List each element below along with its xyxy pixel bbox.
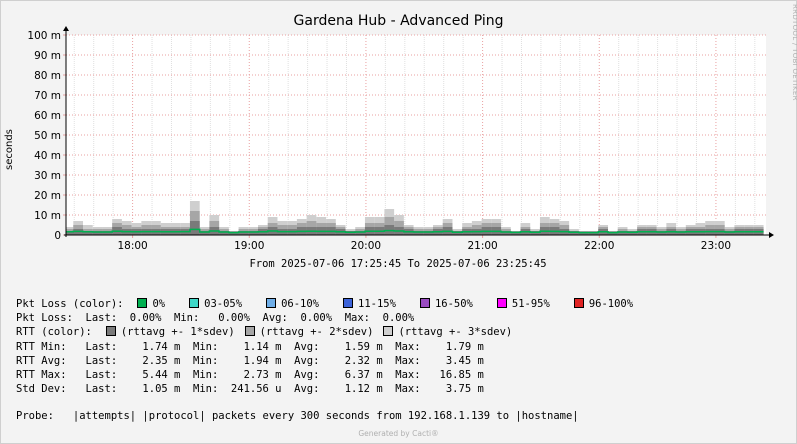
pkt-loss-color-label: Pkt Loss (color): [16, 298, 124, 310]
pkt-loss-legend-item: 0% [137, 298, 165, 310]
sdev-band-bar [578, 233, 589, 235]
pkt-loss-legend-item: 51-95% [496, 298, 550, 310]
pkt-loss-legend-item: 11-15% [343, 298, 396, 310]
pkt-loss-legend-item: 06-10% [266, 298, 319, 310]
sdev-band-bar [656, 231, 667, 235]
chart-title: Gardena Hub - Advanced Ping [293, 13, 504, 29]
rtt-legend-item: (rttavg +- 1*sdev) [105, 326, 235, 338]
pkt-loss-color-swatch [573, 298, 584, 308]
pkt-loss-legend-item: 96-100% [573, 298, 634, 310]
pkt-loss-legend-item: 03-05% [189, 298, 242, 310]
pkt-loss-color-swatch [343, 298, 353, 308]
y-tick-label: 10 m [34, 210, 61, 222]
sdev-band-bar [569, 231, 579, 235]
sdev-band-bar [102, 231, 113, 235]
y-tick-label: 100 m [27, 30, 61, 42]
pkt-loss-legend-item: 16-50% [419, 298, 473, 310]
pkt-loss-legend-label: 03-05% [204, 298, 243, 310]
y-tick-label: 80 m [34, 70, 61, 82]
pkt-loss-color-swatch [419, 298, 430, 308]
x-tick-label: 18:00 [117, 240, 147, 252]
rtt-series-line [66, 228, 764, 234]
pkt-loss-legend-label: 51-95% [511, 298, 550, 310]
sdev-band-bar [228, 233, 239, 235]
pkt-loss-color-swatch [496, 298, 507, 308]
sdev-band-bar [501, 231, 511, 235]
rtt-min-stats: RTT Min: Last: 1.74 m Min: 1.14 m Avg: 1… [16, 341, 484, 353]
y-tick-label: 70 m [34, 90, 61, 102]
pkt-loss-color-row: Pkt Loss (color): 0% 03-05% 06-10% 11-15% 16-… [16, 298, 633, 310]
x-tick-label: 22:00 [584, 240, 614, 252]
pkt-loss-color-swatch [266, 298, 277, 308]
sdev-band-bar [83, 231, 93, 235]
sdev-band-bar [345, 231, 356, 235]
pkt-loss-legend-label: 06-10% [281, 298, 319, 310]
sdev-band-bar [676, 231, 686, 235]
rtt-max-stats: RTT Max: Last: 5.44 m Min: 2.73 m Avg: 6… [16, 369, 484, 381]
rrdtool-watermark: RRDTOOL / TOBI OETIKER [791, 4, 797, 101]
sdev-band-bar [627, 231, 638, 235]
y-tick-label: 50 m [34, 130, 61, 142]
rtt-legend-item: (rttavg +- 2*sdev) [244, 326, 374, 338]
y-tick-label: 40 m [34, 150, 61, 162]
x-tick-label: 21:00 [467, 240, 497, 252]
pkt-loss-color-swatch [189, 298, 200, 308]
rtt-color-label: RTT (color): [16, 326, 92, 338]
sdev-band-bar [617, 231, 628, 235]
sdev-band-bar [355, 231, 365, 235]
sdev-band-bar [530, 231, 540, 235]
y-tick-label: 60 m [34, 110, 61, 122]
sdev-band-bar [724, 231, 735, 235]
sdev-band-bar [238, 231, 249, 235]
rtt-color-row: RTT (color): (rttavg +- 1*sdev) (rttavg +-… [16, 326, 512, 338]
rtt-legend-label: (rttavg +- 1*sdev) [120, 326, 235, 338]
std-dev-stats: Std Dev: Last: 1.05 m Min: 241.56 u Avg:… [16, 383, 484, 395]
rtt-legend-item: (rttavg +- 3*sdev) [383, 326, 512, 338]
rtt-color-swatch [244, 326, 255, 336]
sdev-band-bar [510, 233, 521, 235]
pkt-loss-legend-label: 0% [152, 298, 166, 310]
pkt-loss-legend-label: 11-15% [358, 298, 396, 310]
x-tick-label: 23:00 [701, 240, 731, 252]
y-tick-label: 0 [54, 230, 61, 242]
sdev-band-bar [92, 231, 103, 235]
rtt-color-swatch [383, 326, 394, 336]
pkt-loss-color-swatch [137, 298, 148, 308]
legend: Pkt Loss (color): 0% 03-05% 06-10% 11-15% 16-… [0, 0, 797, 422]
sdev-band-bar [588, 233, 599, 235]
sdev-band-bar [219, 231, 229, 235]
x-tick-label: 19:00 [234, 240, 264, 252]
pkt-loss-stats: Pkt Loss: Last: 0.00% Min: 0.00% Avg: 0.… [16, 312, 415, 324]
x-tick-label: 20:00 [351, 240, 381, 252]
y-tick-label: 90 m [34, 50, 61, 62]
x-axis-arrow [769, 232, 774, 238]
sdev-band-bar [66, 231, 76, 235]
sdev-band-bar [248, 231, 259, 235]
sdev-band-bar [189, 221, 200, 235]
y-tick-label: 20 m [34, 190, 61, 202]
pkt-loss-legend-label: 16-50% [434, 298, 473, 310]
sdev-band-bar [199, 231, 210, 235]
sdev-band-bar [608, 233, 618, 235]
rtt-legend-label: (rttavg +- 2*sdev) [259, 326, 374, 338]
sdev-band-bar [413, 231, 424, 235]
rtt-legend-label: (rttavg +- 3*sdev) [398, 326, 513, 338]
y-axis-arrow [63, 26, 69, 31]
pkt-loss-legend-label: 96-100% [588, 298, 634, 310]
sdev-band-bar [452, 231, 463, 235]
y-tick-label: 30 m [34, 170, 61, 182]
generated-by-footer: Generated by Cacti® [358, 429, 439, 438]
probe-info: Probe: |attempts| |protocol| packets eve… [16, 410, 579, 422]
plot-area [66, 35, 766, 235]
sdev-band-bar [423, 231, 434, 235]
rtt-avg-stats: RTT Avg: Last: 2.35 m Min: 1.94 m Avg: 2… [16, 355, 484, 367]
rtt-color-swatch [105, 326, 116, 336]
date-range-label: From 2025-07-06 17:25:45 To 2025-07-06 2… [249, 258, 546, 270]
